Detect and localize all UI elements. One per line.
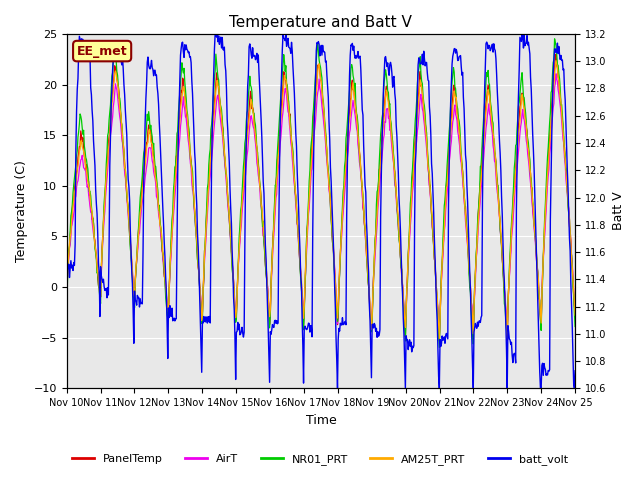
Y-axis label: Temperature (C): Temperature (C) — [15, 160, 28, 262]
X-axis label: Time: Time — [305, 414, 336, 427]
Legend: PanelTemp, AirT, NR01_PRT, AM25T_PRT, batt_volt: PanelTemp, AirT, NR01_PRT, AM25T_PRT, ba… — [68, 450, 572, 469]
Title: Temperature and Batt V: Temperature and Batt V — [229, 15, 412, 30]
Y-axis label: Batt V: Batt V — [612, 192, 625, 230]
Text: EE_met: EE_met — [77, 45, 127, 58]
